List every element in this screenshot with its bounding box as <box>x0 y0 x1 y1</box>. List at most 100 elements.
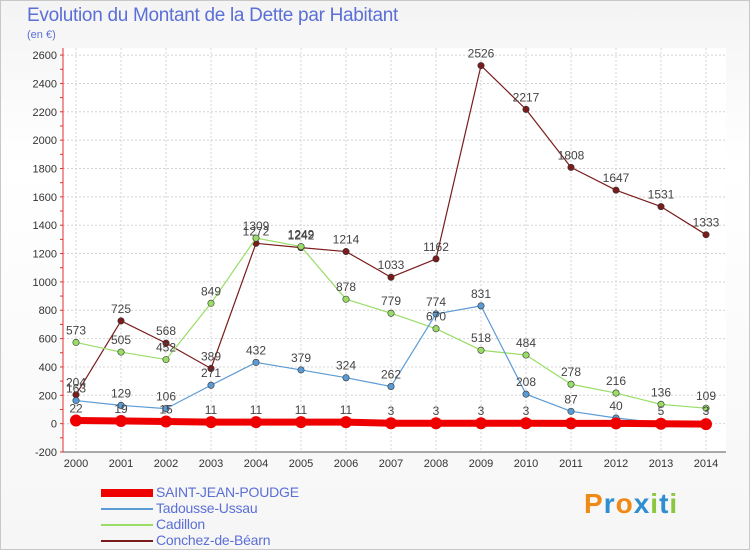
data-label: 3 <box>703 404 710 418</box>
data-point <box>117 317 125 325</box>
y-tick-label: 800 <box>39 305 57 317</box>
data-point <box>702 231 710 239</box>
data-label: 774 <box>426 295 446 309</box>
data-label: 22 <box>69 402 83 416</box>
legend-swatch <box>101 524 153 526</box>
data-point <box>117 348 125 356</box>
data-label: 3 <box>523 404 530 418</box>
data-point <box>342 295 350 303</box>
x-tick-label: 2010 <box>514 458 538 470</box>
y-tick-label: 0 <box>51 419 57 431</box>
data-label: 1249 <box>288 228 315 242</box>
data-label: 1272 <box>243 224 270 238</box>
data-point <box>612 186 620 194</box>
data-point <box>567 163 575 171</box>
data-label: 204 <box>66 376 86 390</box>
legend-swatch <box>101 489 153 497</box>
data-label: 389 <box>201 350 221 364</box>
data-point <box>115 414 127 427</box>
data-point <box>522 105 530 113</box>
data-label: 452 <box>156 341 176 355</box>
data-point <box>252 358 260 366</box>
data-label: 216 <box>606 374 626 388</box>
data-point <box>162 356 170 364</box>
data-point <box>655 417 667 430</box>
data-label: 725 <box>111 302 131 316</box>
y-tick-label: 1000 <box>33 277 57 289</box>
data-label: 2217 <box>513 90 540 104</box>
data-label: 11 <box>295 403 308 417</box>
data-label: 779 <box>381 294 401 308</box>
data-point <box>475 417 487 430</box>
data-label: 1214 <box>333 233 360 247</box>
data-point <box>297 366 305 374</box>
data-point <box>72 397 80 405</box>
legend-label: Cadillon <box>156 516 205 532</box>
data-label: 3 <box>433 404 440 418</box>
x-tick-label: 2014 <box>694 458 718 470</box>
legend-label: SAINT-JEAN-POUDGE <box>156 484 299 500</box>
legend-label: Tadousse-Ussau <box>156 500 258 516</box>
data-point <box>477 302 485 310</box>
data-label: 2526 <box>468 47 495 61</box>
data-point <box>657 400 665 408</box>
data-label: 11 <box>205 403 218 417</box>
data-point <box>162 339 170 347</box>
y-tick-label: 2000 <box>33 135 57 147</box>
y-tick-label: 1400 <box>33 220 57 232</box>
y-tick-label: 1200 <box>33 249 57 261</box>
data-point <box>432 255 440 263</box>
y-tick-label: 1600 <box>33 192 57 204</box>
data-label: 87 <box>564 392 578 406</box>
data-label: 379 <box>291 351 311 365</box>
data-label: 163 <box>66 382 86 396</box>
data-point <box>612 389 620 397</box>
y-tick-label: 600 <box>39 334 57 346</box>
data-point <box>117 401 125 409</box>
y-tick-label: 2600 <box>33 50 57 62</box>
data-point <box>477 346 485 354</box>
logo-letter: x <box>633 488 651 519</box>
legend-swatch <box>101 508 153 510</box>
logo-letter: P <box>584 488 604 519</box>
data-point <box>252 234 260 242</box>
data-label: 670 <box>426 310 446 324</box>
data-label: 568 <box>156 324 176 338</box>
data-label: 278 <box>561 365 581 379</box>
data-label: 878 <box>336 280 356 294</box>
data-point <box>520 417 532 430</box>
data-point <box>522 390 530 398</box>
data-point <box>295 416 307 429</box>
data-point <box>432 325 440 333</box>
x-tick-label: 2004 <box>244 458 268 470</box>
chart-title: Evolution du Montant de la Dette par Hab… <box>27 5 398 26</box>
data-point <box>657 203 665 211</box>
data-point <box>522 351 530 359</box>
x-tick-label: 2006 <box>334 458 358 470</box>
data-point <box>207 365 215 373</box>
data-point <box>72 338 80 346</box>
data-point <box>207 299 215 307</box>
data-point <box>340 416 352 429</box>
x-tick-label: 2013 <box>649 458 673 470</box>
data-point <box>342 248 350 256</box>
data-point <box>205 416 217 429</box>
x-tick-label: 2000 <box>64 458 88 470</box>
data-point <box>567 380 575 388</box>
data-label: 831 <box>471 287 491 301</box>
data-label: 5 <box>658 404 665 418</box>
chart-subtitle: (en €) <box>27 29 56 41</box>
data-point <box>565 417 577 430</box>
x-tick-label: 2001 <box>109 458 133 470</box>
data-label: 484 <box>516 336 536 350</box>
logo-letter: i <box>669 488 679 519</box>
x-tick-label: 2005 <box>289 458 313 470</box>
x-tick-label: 2011 <box>559 458 583 470</box>
data-label: 19 <box>114 402 128 416</box>
x-tick-label: 2002 <box>154 458 178 470</box>
data-label: 106 <box>156 390 176 404</box>
logo-letter: o <box>615 488 634 519</box>
data-label: 1242 <box>288 229 315 243</box>
x-tick-label: 2007 <box>379 458 403 470</box>
